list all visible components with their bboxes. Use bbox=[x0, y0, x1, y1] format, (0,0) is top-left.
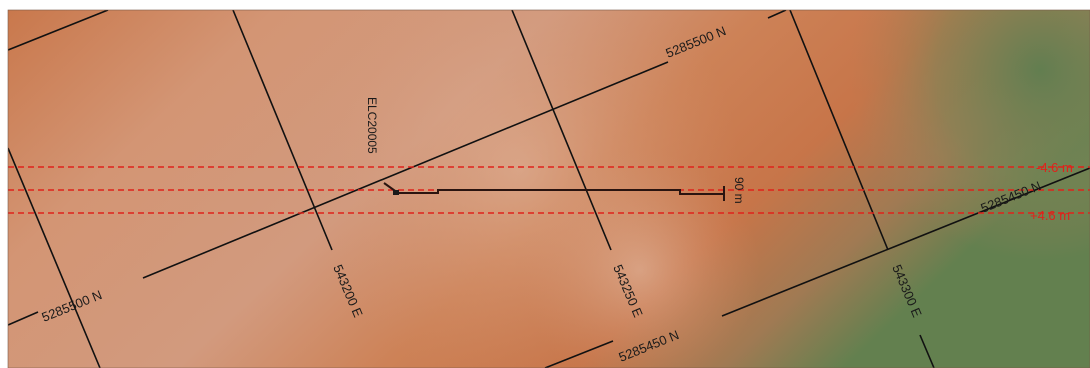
northing-line-5285450 bbox=[721, 167, 1090, 317]
easting-line-543200 bbox=[232, 10, 333, 251]
northing-line-5285450-bottom bbox=[544, 340, 614, 368]
northing-line-5285500-top bbox=[767, 10, 787, 19]
section-upper-label: -4.6 m bbox=[1036, 160, 1073, 175]
drillhole-length-label: 90 m bbox=[732, 177, 746, 204]
northing-line-5285500 bbox=[142, 61, 669, 279]
grid-layer bbox=[8, 10, 1090, 368]
easting-line-543300-bottom bbox=[919, 334, 935, 368]
drillhole-layer[interactable]: ELC20005 90 m bbox=[365, 97, 746, 204]
easting-line-left bbox=[8, 147, 101, 368]
easting-line-543250 bbox=[511, 10, 612, 251]
northing-line-5285500-left bbox=[8, 311, 39, 326]
section-lower-label: +4.6 m bbox=[1030, 208, 1070, 223]
drillhole-collar[interactable] bbox=[393, 190, 399, 195]
drillhole-name-label: ELC20005 bbox=[365, 97, 379, 154]
northing-line-top-left bbox=[8, 10, 109, 51]
easting-line-543300 bbox=[789, 10, 889, 251]
map-border bbox=[7, 9, 1090, 368]
